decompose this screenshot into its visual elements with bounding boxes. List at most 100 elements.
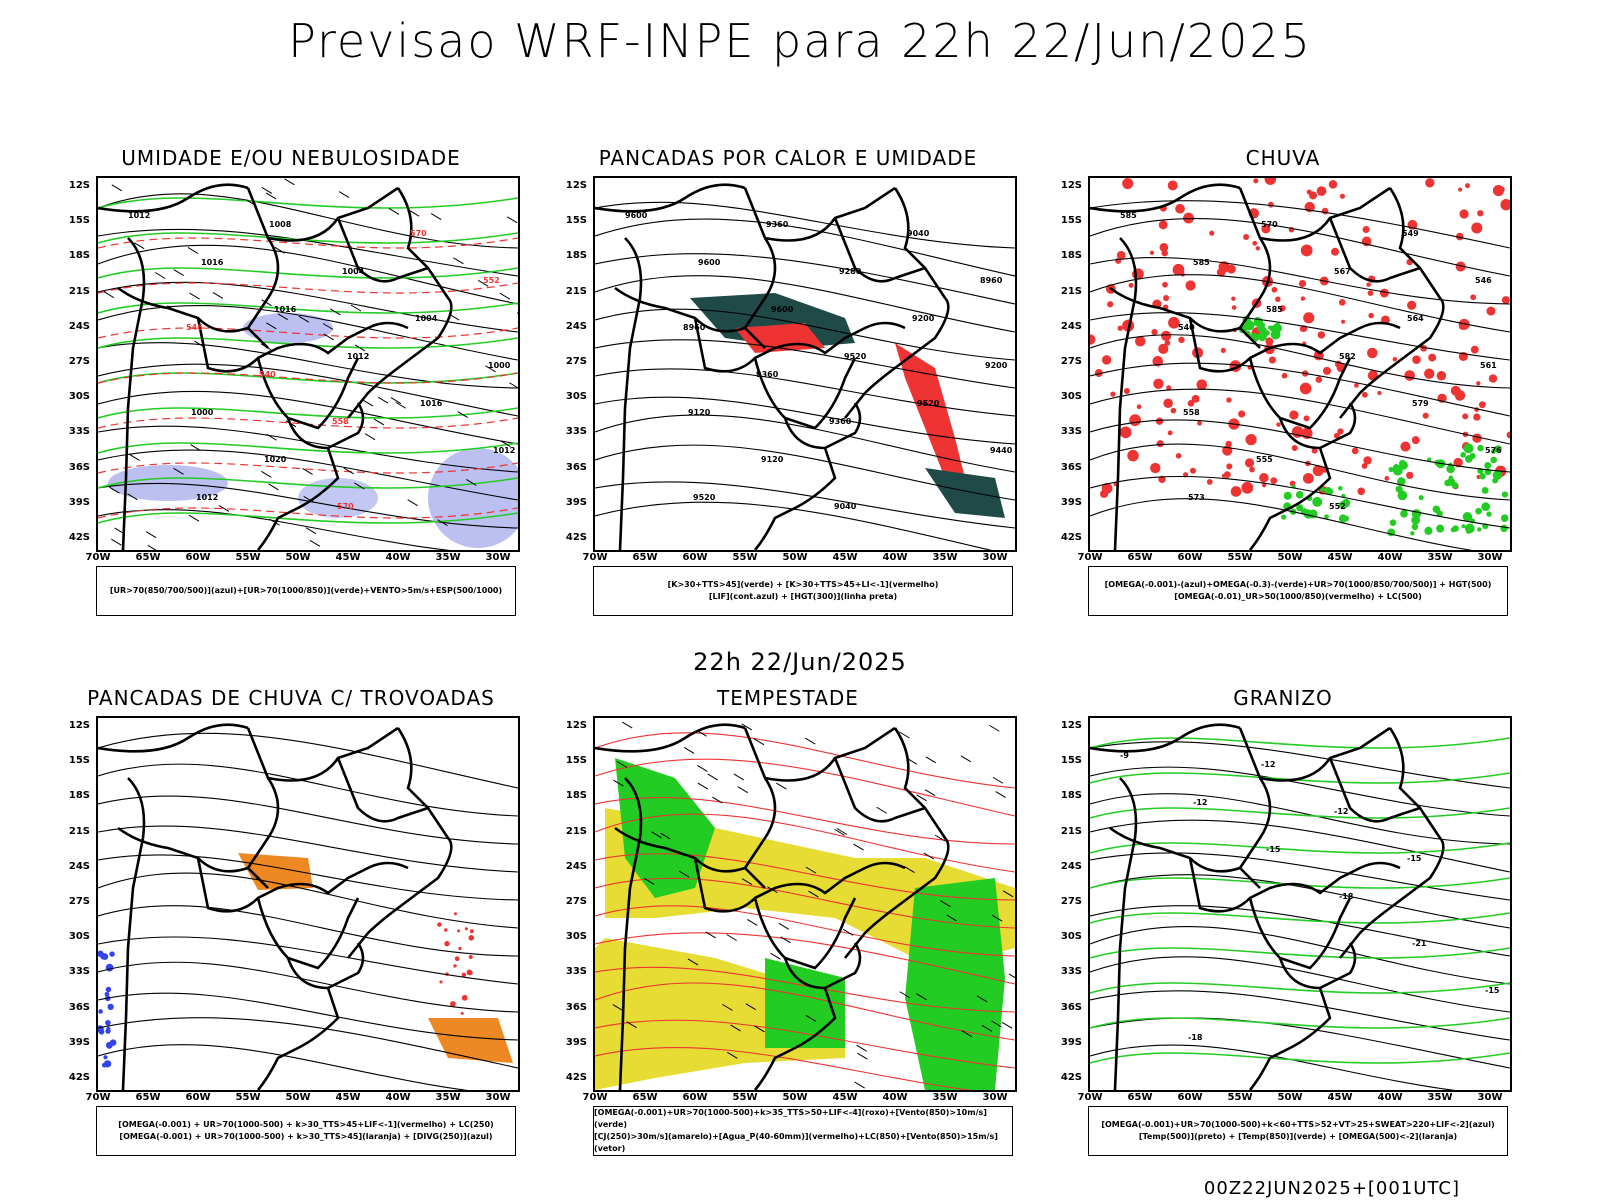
panel-legend: [OMEGA(-0.001)+UR>70(1000-500)+k<60+TTS>…: [1088, 1106, 1508, 1156]
rain-cell: [1316, 186, 1327, 196]
latitude-label: 39S: [1060, 496, 1082, 508]
wind-arrow: [805, 866, 817, 874]
rain-cell: [1453, 457, 1463, 468]
wind-arrow: [924, 789, 936, 797]
rain-cell: [1406, 471, 1414, 480]
wind-arrow: [147, 544, 157, 550]
country-border: [346, 727, 453, 959]
contour-line: [1090, 1017, 1510, 1069]
divergence-cell: [98, 1009, 103, 1014]
contour-line: [595, 201, 1015, 249]
rain-cell: [1238, 410, 1246, 418]
rain-cell: [1156, 440, 1164, 448]
contour-line: [98, 732, 518, 789]
longitude-label: 65W: [1127, 552, 1153, 563]
rain-cell: [1187, 400, 1195, 407]
wind-arrow: [991, 1020, 1002, 1028]
latitude-label: 15S: [68, 755, 90, 767]
panel-title: UMIDADE E/OU NEBULOSIDADE: [121, 146, 461, 170]
contour-line: [98, 905, 518, 957]
wind-arrow: [268, 483, 279, 491]
longitude-label: 30W: [485, 1092, 511, 1103]
contour-line: [595, 275, 1015, 333]
contour-line: [595, 877, 1015, 929]
latitude-label: 33S: [68, 966, 90, 978]
wind-arrow: [1008, 973, 1015, 979]
rain-cell: [1470, 345, 1479, 354]
contour-label: 585: [1120, 211, 1137, 220]
contour-line: [98, 197, 518, 209]
rain-cell: [1117, 325, 1124, 331]
rain-cell: [1268, 356, 1276, 364]
wind-arrow: [298, 315, 310, 323]
contour-line: [595, 982, 1015, 1041]
rain-cell: [1244, 320, 1255, 331]
rain-cell: [1315, 376, 1323, 383]
latitude-label: 42S: [68, 532, 90, 543]
rain-cell: [1476, 381, 1481, 386]
rain-cell: [1197, 420, 1202, 426]
contour-line: [98, 372, 518, 384]
wind-arrow: [129, 454, 140, 461]
wind-arrow: [407, 499, 418, 507]
contour-label: 585: [1193, 258, 1210, 267]
rain-cell: [1259, 473, 1269, 483]
rain-cell: [1501, 296, 1510, 305]
rain-cell: [1328, 180, 1338, 189]
contour-label: 1020: [264, 455, 287, 464]
latitude-label: 12S: [68, 720, 90, 731]
wind-arrow: [338, 191, 350, 198]
country-border: [1090, 723, 1272, 873]
rain-cell: [1191, 394, 1200, 403]
wind-arrow: [466, 479, 477, 486]
wind-arrow: [261, 470, 272, 478]
wind-arrow: [981, 1024, 993, 1032]
rain-cell: [1388, 466, 1394, 473]
country-border: [843, 727, 950, 959]
longitude-label: 40W: [882, 1092, 908, 1103]
wind-arrow: [499, 292, 511, 300]
country-border: [843, 187, 950, 419]
rain-cell: [1322, 366, 1332, 375]
rain-cell: [1283, 491, 1292, 500]
humidity-area: [243, 313, 333, 343]
wind-arrow: [916, 993, 927, 1001]
panel-legend: [OMEGA(-0.001)-(azul)+OMEGA(-0.3)-(verde…: [1088, 566, 1508, 616]
country-border: [693, 857, 906, 913]
contour-line: [1090, 334, 1510, 389]
rain-cell: [1475, 507, 1482, 515]
contour-line: [1090, 947, 1510, 959]
map-area: 9600 9600 9600 9520 9520 9440 9520 9360 9280 9200…: [593, 176, 1017, 552]
rain-cell: [1341, 498, 1351, 508]
rain-cell: [1465, 183, 1471, 189]
wind-arrow: [173, 269, 184, 276]
contour-line: [98, 193, 518, 249]
rain-cell: [1226, 463, 1233, 470]
latitude-label: 33S: [565, 426, 587, 438]
contour-line: [1090, 200, 1510, 249]
divergence-cell: [105, 963, 114, 972]
panel-legend: [UR>70(850/700/500)](azul)+[UR>70(1000/8…: [96, 566, 516, 616]
rain-cell: [1397, 490, 1408, 501]
wind-arrow: [853, 843, 864, 851]
rain-cell: [1136, 404, 1142, 410]
contour-label: 9520: [917, 399, 940, 408]
country-border: [121, 777, 146, 1090]
longitude-label: 45W: [832, 552, 858, 563]
rain-cell: [1296, 504, 1304, 512]
rain-cell: [1312, 465, 1324, 477]
panel-title: PANCADAS DE CHUVA C/ TROVOADAS: [87, 686, 495, 710]
country-border: [1188, 317, 1401, 373]
contour-line: [98, 509, 451, 550]
longitude-label: 30W: [1477, 1092, 1503, 1103]
latitude-label: 15S: [1060, 215, 1082, 227]
contour-label: 546: [1475, 276, 1492, 285]
wind-arrow: [477, 279, 489, 287]
rain-cell: [1151, 328, 1158, 336]
instability-area: [925, 468, 1005, 518]
rain-cell: [1463, 443, 1474, 454]
wind-arrow: [266, 322, 277, 330]
rain-cell: [1178, 336, 1185, 344]
contour-label: 1016: [274, 305, 297, 314]
rain-cell: [1243, 234, 1250, 241]
